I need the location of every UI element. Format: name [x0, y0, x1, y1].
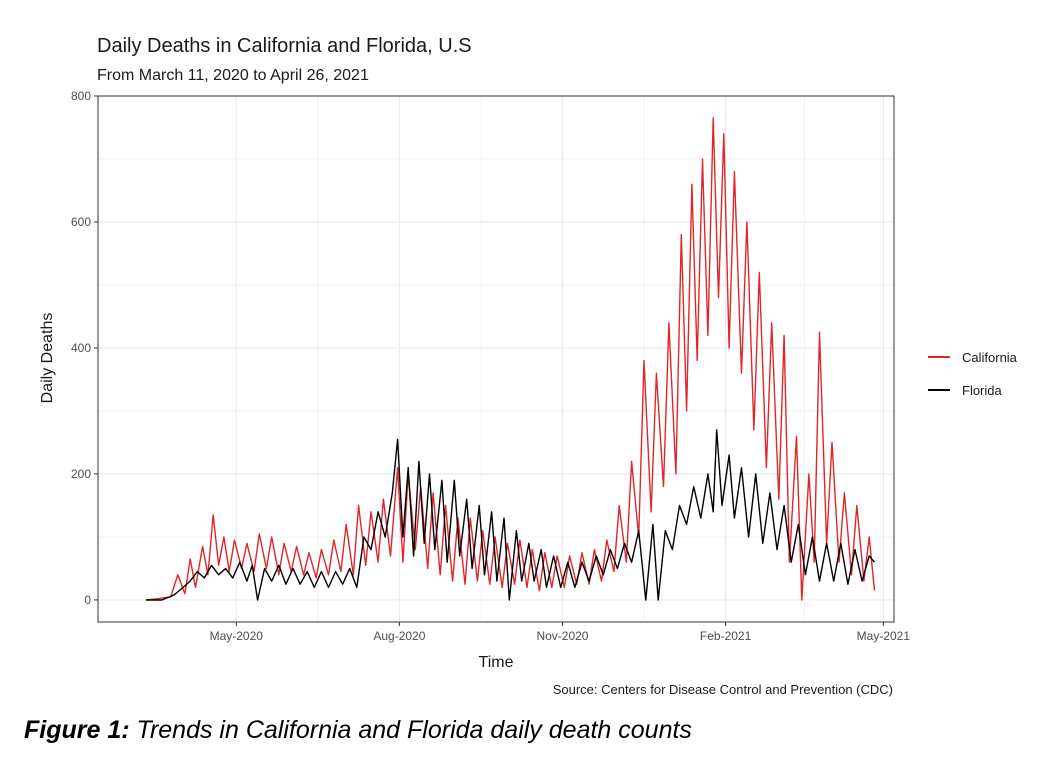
figure-caption: Figure 1: Trends in California and Flori… [24, 716, 692, 745]
x-tick-label: May-2021 [857, 629, 911, 643]
series-layer [145, 117, 876, 601]
y-tick-label: 800 [71, 89, 91, 103]
x-tick-label: May-2020 [210, 629, 264, 643]
x-axis-ticks: May-2020 Aug-2020 Nov-2020 Feb-2021 May-2021 [210, 622, 911, 643]
y-tick-label: 600 [71, 215, 91, 229]
legend-label-california: California [962, 350, 1018, 365]
plot-border [97, 95, 895, 623]
y-axis-title: Daily Deaths [39, 313, 56, 404]
figure-caption-label: Figure 1: [24, 716, 130, 744]
series-line-california [145, 117, 876, 601]
y-tick-label: 200 [71, 467, 91, 481]
y-tick-label: 0 [84, 593, 91, 607]
plot-grid [98, 95, 894, 622]
chart-title: Daily Deaths in California and Florida, … [97, 35, 472, 57]
y-axis-ticks: 0 200 400 600 800 [71, 89, 98, 607]
y-tick-label: 400 [71, 341, 91, 355]
x-axis-title: Time [479, 654, 514, 671]
figure-caption-text: Trends in California and Florida daily d… [129, 716, 692, 744]
x-tick-label: Nov-2020 [536, 629, 588, 643]
chart-caption: Source: Centers for Disease Control and … [553, 682, 893, 697]
series-line-florida [145, 429, 876, 601]
legend-label-florida: Florida [962, 383, 1003, 398]
chart-subtitle: From March 11, 2020 to April 26, 2021 [97, 67, 369, 84]
legend: California Florida [928, 350, 1018, 398]
x-tick-label: Aug-2020 [373, 629, 425, 643]
x-tick-label: Feb-2021 [700, 629, 752, 643]
